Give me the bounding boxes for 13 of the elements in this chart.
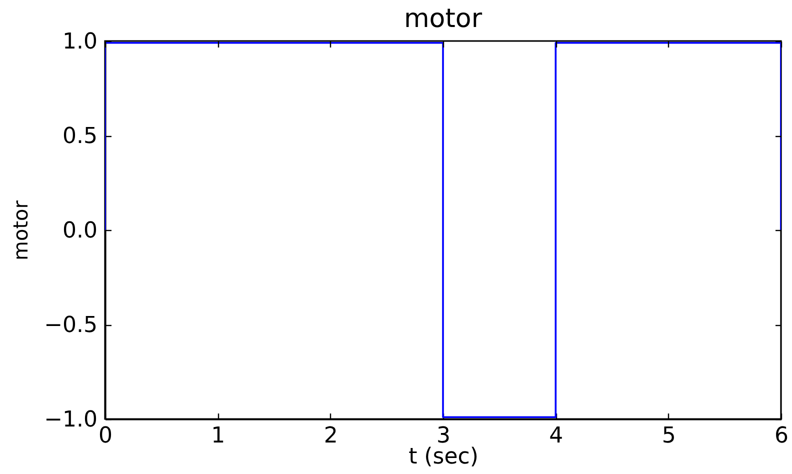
x-tick-label: 0 — [98, 424, 112, 448]
y-tick-label: −0.5 — [44, 313, 98, 338]
y-tick-label: −1.0 — [44, 408, 98, 432]
x-tick-label: 6 — [774, 424, 788, 448]
x-tick-label: 1 — [211, 424, 226, 448]
y-axis-title: motor — [8, 200, 32, 261]
y-tick-label: 0.5 — [62, 124, 98, 149]
y-tick-label: 0.0 — [62, 218, 98, 244]
y-tick-label: 1.0 — [62, 30, 98, 54]
x-tick-label: 4 — [549, 424, 564, 448]
chart-title: motor — [404, 4, 482, 34]
x-tick-label: 2 — [324, 424, 338, 448]
x-tick-label: 5 — [662, 424, 676, 448]
